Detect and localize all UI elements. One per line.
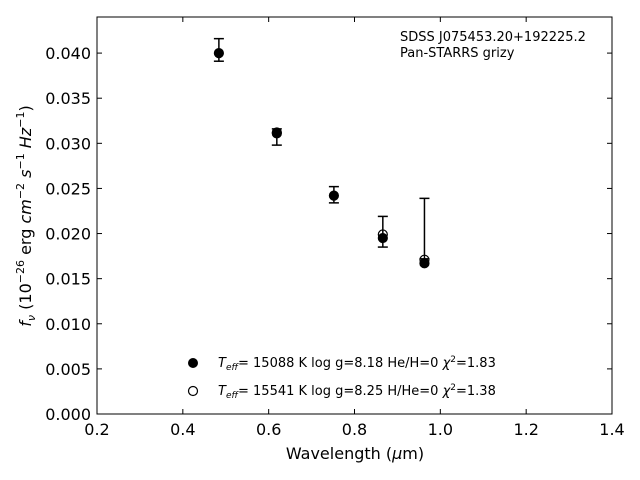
model-point-open xyxy=(271,127,282,138)
x-tick-label: 1.0 xyxy=(428,420,453,439)
y-tick-label: 0.025 xyxy=(45,179,91,198)
x-tick-label: 1.2 xyxy=(513,420,538,439)
model-point-filled xyxy=(377,232,388,244)
y-tick-label: 0.020 xyxy=(45,225,91,244)
legend-entry-2-chi2: =1.38 xyxy=(456,384,496,399)
y-axis-label: fν (10−26 erg cm−2 s−1 Hz−1) xyxy=(14,105,38,326)
legend-entry-1: Teff= 15088 K log g=8.18 He/H=0 χ2=1.83 xyxy=(218,355,496,373)
model-point-open xyxy=(419,254,430,265)
model-point-filled xyxy=(419,258,430,269)
x-tick-label: 1.4 xyxy=(599,420,624,439)
legend-marker-filled xyxy=(188,358,198,368)
y-tick-label: 0.035 xyxy=(45,89,91,108)
model-point-filled xyxy=(213,47,224,59)
title-line-1: SDSS J075453.20+192225.2 xyxy=(400,30,586,45)
x-tick-label: 0.4 xyxy=(170,420,195,439)
model-point-open xyxy=(377,229,388,240)
y-tick-label: 0.000 xyxy=(45,405,91,424)
x-axis-label: Wavelength (μm) xyxy=(286,444,424,463)
data-points xyxy=(213,47,430,269)
legend: Teff= 15088 K log g=8.18 He/H=0 χ2=1.83 … xyxy=(187,355,496,401)
y-axis-ticks: 0.000 0.005 0.010 0.015 0.020 0.025 0.030 0.035… xyxy=(45,44,612,424)
legend-marker-open xyxy=(187,385,199,397)
y-tick-label: 0.040 xyxy=(45,44,91,63)
legend-entry-2-text: = 15541 K log g=8.25 H/He=0 xyxy=(238,384,438,399)
x-tick-label: 0.6 xyxy=(256,420,281,439)
x-tick-label: 0.8 xyxy=(342,420,367,439)
title-line-2: Pan-STARRS grizy xyxy=(400,46,515,61)
legend-entry-2: Teff= 15541 K log g=8.25 H/He=0 χ2=1.38 xyxy=(218,383,496,401)
y-tick-label: 0.010 xyxy=(45,315,91,334)
y-tick-label: 0.030 xyxy=(45,134,91,153)
legend-entry-1-text: = 15088 K log g=8.18 He/H=0 xyxy=(238,356,438,371)
legend-entry-1-chi2: =1.83 xyxy=(456,356,496,371)
plot-area xyxy=(96,16,613,415)
x-axis-ticks: 0.2 0.4 0.6 0.8 1.0 1.2 1.4 xyxy=(84,17,625,439)
x-tick-label: 0.2 xyxy=(84,420,109,439)
y-tick-label: 0.005 xyxy=(45,360,91,379)
model-point-filled xyxy=(328,190,339,201)
y-tick-label: 0.015 xyxy=(45,270,91,289)
